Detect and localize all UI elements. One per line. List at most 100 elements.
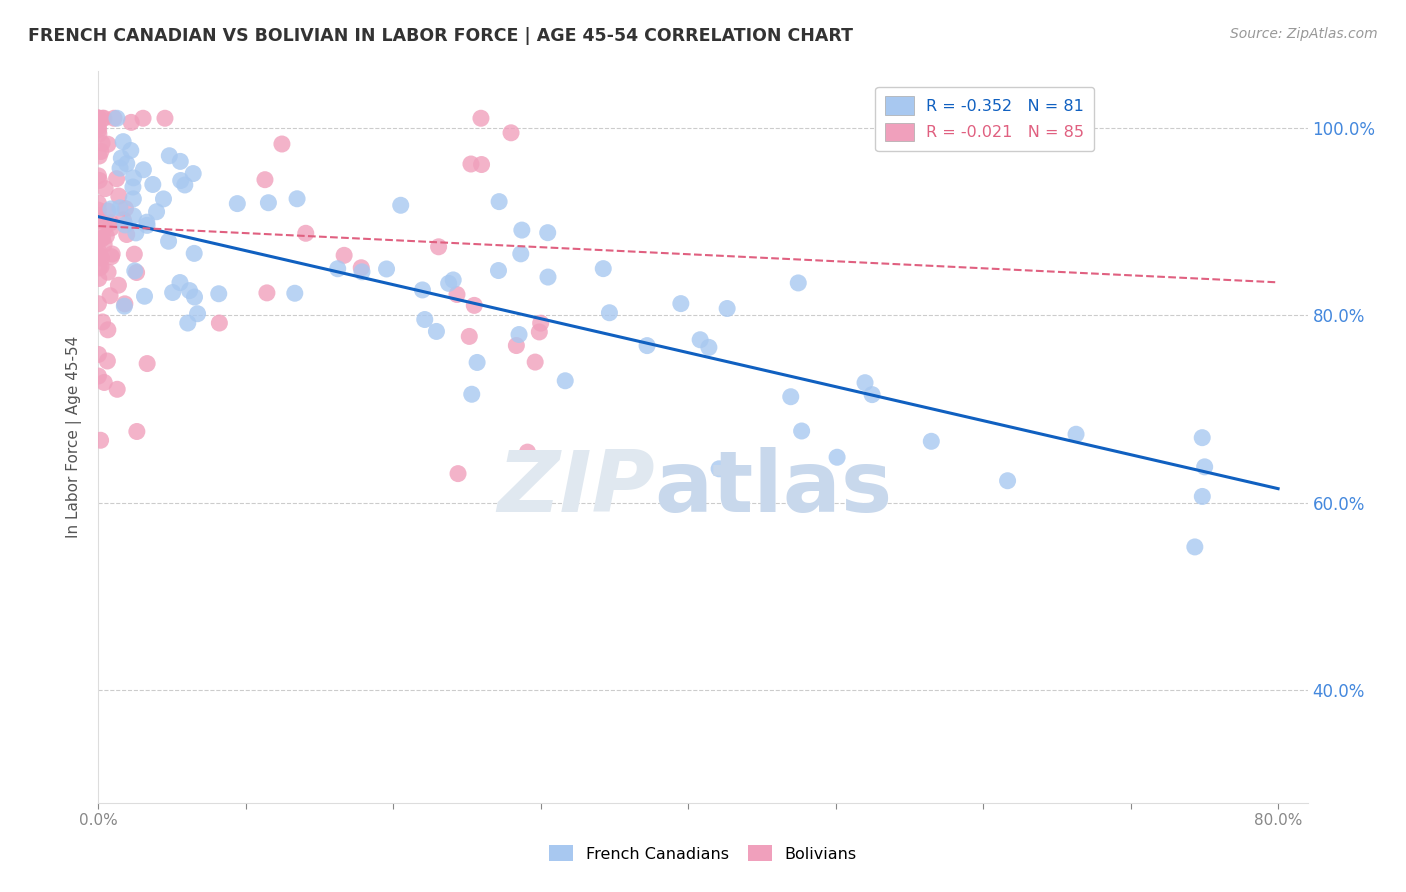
- Point: [427, 240, 450, 254]
- Point: [157, 149, 180, 163]
- Point: [87, 244, 110, 259]
- Point: [107, 278, 129, 293]
- Point: [253, 172, 276, 186]
- Point: [87, 347, 110, 361]
- Point: [125, 266, 148, 280]
- Point: [105, 171, 128, 186]
- Point: [1191, 490, 1213, 504]
- Point: [257, 195, 280, 210]
- Point: [256, 285, 278, 300]
- Point: [389, 198, 412, 212]
- Point: [90, 145, 112, 159]
- Point: [413, 312, 436, 326]
- Point: [114, 218, 136, 232]
- Point: [100, 221, 122, 235]
- Point: [87, 112, 110, 126]
- Point: [162, 285, 184, 300]
- Point: [108, 201, 131, 215]
- Point: [461, 387, 484, 401]
- Point: [529, 325, 551, 339]
- Point: [592, 261, 614, 276]
- Point: [285, 192, 308, 206]
- Y-axis label: In Labor Force | Age 45-54: In Labor Force | Age 45-54: [66, 336, 83, 538]
- Point: [125, 226, 148, 240]
- Point: [447, 467, 470, 481]
- Text: atlas: atlas: [655, 447, 893, 530]
- Point: [465, 355, 488, 369]
- Legend: French Canadians, Bolivians: French Canadians, Bolivians: [543, 838, 863, 868]
- Point: [96, 229, 118, 244]
- Point: [350, 265, 373, 279]
- Point: [98, 289, 121, 303]
- Point: [132, 112, 155, 126]
- Point: [208, 316, 231, 330]
- Point: [115, 157, 138, 171]
- Point: [537, 270, 560, 285]
- Point: [93, 237, 115, 252]
- Point: [90, 260, 112, 274]
- Point: [271, 136, 294, 151]
- Point: [153, 112, 176, 126]
- Point: [87, 369, 110, 384]
- Point: [375, 262, 398, 277]
- Point: [122, 192, 145, 206]
- Point: [125, 425, 148, 439]
- Text: Source: ZipAtlas.com: Source: ZipAtlas.com: [1230, 27, 1378, 41]
- Point: [1194, 459, 1216, 474]
- Point: [920, 434, 942, 449]
- Point: [112, 299, 135, 313]
- Point: [135, 215, 157, 229]
- Point: [91, 231, 114, 245]
- Point: [853, 376, 876, 390]
- Point: [87, 203, 110, 218]
- Point: [226, 196, 249, 211]
- Point: [122, 170, 145, 185]
- Point: [997, 474, 1019, 488]
- Point: [716, 301, 738, 316]
- Point: [108, 161, 131, 175]
- Point: [115, 227, 138, 242]
- Point: [1064, 427, 1087, 442]
- Point: [91, 136, 114, 151]
- Point: [124, 247, 146, 261]
- Point: [488, 194, 510, 209]
- Point: [350, 260, 373, 275]
- Point: [145, 204, 167, 219]
- Point: [152, 192, 174, 206]
- Point: [183, 290, 205, 304]
- Point: [136, 357, 159, 371]
- Point: [516, 445, 538, 459]
- Point: [411, 283, 433, 297]
- Point: [87, 123, 110, 137]
- Point: [114, 297, 136, 311]
- Point: [87, 169, 110, 183]
- Point: [169, 276, 191, 290]
- Point: [97, 137, 120, 152]
- Point: [96, 354, 118, 368]
- Point: [90, 214, 112, 228]
- Point: [173, 178, 195, 192]
- Point: [100, 250, 122, 264]
- Point: [87, 260, 110, 275]
- Point: [460, 157, 482, 171]
- Point: [499, 126, 522, 140]
- Point: [697, 340, 720, 354]
- Point: [122, 209, 145, 223]
- Point: [91, 112, 114, 126]
- Point: [510, 223, 533, 237]
- Point: [112, 212, 135, 227]
- Point: [87, 112, 110, 126]
- Point: [110, 151, 132, 165]
- Point: [105, 382, 128, 396]
- Point: [90, 232, 112, 246]
- Point: [177, 316, 200, 330]
- Point: [107, 189, 129, 203]
- Point: [169, 154, 191, 169]
- Point: [87, 247, 110, 261]
- Point: [136, 219, 159, 233]
- Point: [87, 112, 110, 126]
- Point: [87, 196, 110, 211]
- Point: [90, 434, 112, 448]
- Point: [488, 263, 510, 277]
- Point: [463, 298, 485, 312]
